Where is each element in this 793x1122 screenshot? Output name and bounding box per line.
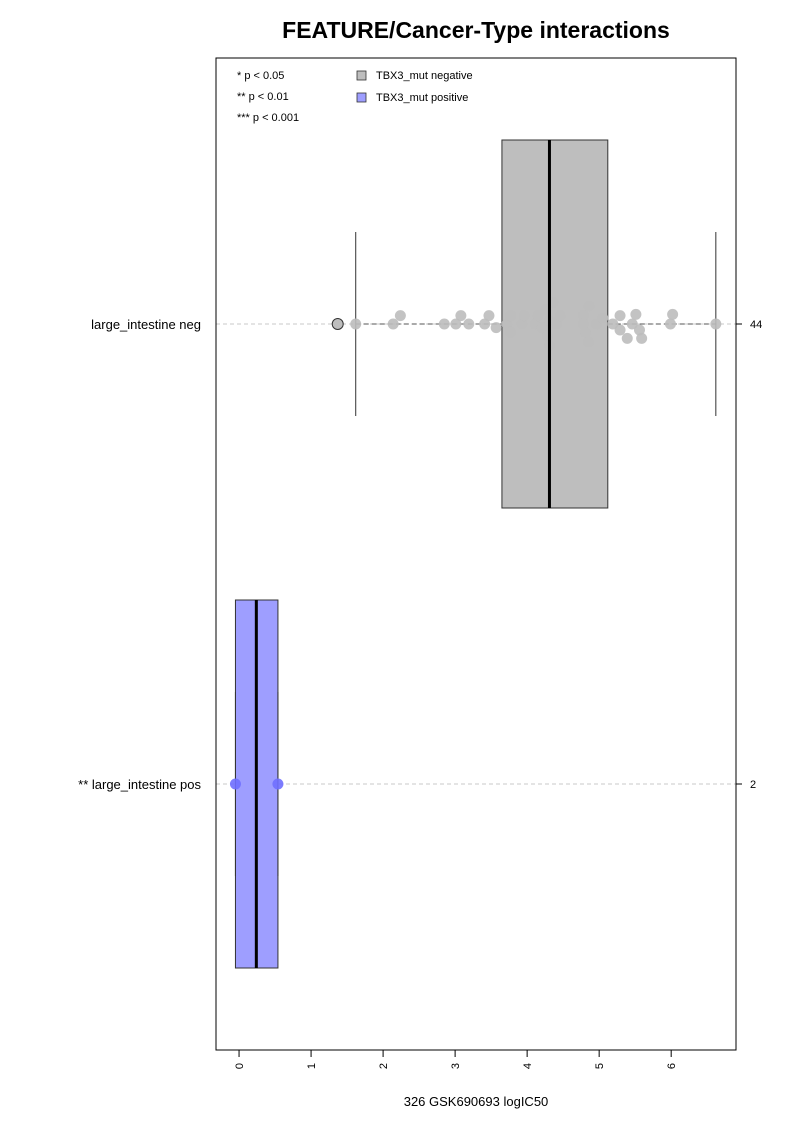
count-label: 44	[750, 319, 762, 331]
data-point	[463, 318, 475, 330]
data-point	[630, 308, 642, 320]
data-point	[541, 330, 553, 342]
data-point	[536, 322, 548, 334]
x-tick-label: 0	[234, 1063, 246, 1069]
data-point	[554, 310, 566, 322]
data-point	[505, 326, 517, 338]
category-label: ** large_intestine pos	[78, 777, 201, 792]
data-point	[633, 324, 645, 336]
data-point	[607, 318, 619, 330]
x-tick-label: 3	[450, 1063, 462, 1069]
plot-layer	[216, 139, 736, 969]
data-point	[455, 310, 467, 322]
data-point	[614, 310, 626, 322]
data-point	[501, 318, 513, 330]
count-label: 2	[750, 779, 756, 791]
data-point	[387, 318, 399, 330]
data-point	[551, 318, 563, 330]
data-point	[450, 318, 462, 330]
legend-label: TBX3_mut negative	[376, 70, 473, 82]
legend-label: TBX3_mut positive	[376, 92, 468, 104]
category-label: large_intestine neg	[91, 317, 201, 332]
data-point	[577, 310, 589, 322]
data-point	[614, 324, 626, 336]
data-point	[664, 318, 676, 330]
significance-legend-item: * p < 0.05	[237, 70, 284, 82]
x-tick-label: 2	[378, 1063, 390, 1069]
data-point	[518, 310, 530, 322]
x-tick-label: 4	[522, 1063, 534, 1069]
data-point	[272, 778, 284, 790]
data-point	[710, 318, 722, 330]
legend-swatch	[356, 70, 367, 81]
outlier-point	[331, 318, 344, 330]
data-point	[350, 318, 362, 330]
plot-frame	[215, 57, 737, 1051]
data-point	[438, 318, 450, 330]
x-tick-label: 5	[594, 1063, 606, 1069]
data-point	[626, 318, 638, 330]
data-point	[394, 310, 406, 322]
data-point	[479, 318, 491, 330]
data-point	[667, 308, 679, 320]
significance-legend-item: *** p < 0.001	[237, 112, 299, 124]
data-point	[579, 326, 591, 338]
legend: * p < 0.05 ** p < 0.01 *** p < 0.001 TBX3_m…	[237, 70, 473, 124]
data-point	[483, 310, 495, 322]
data-point	[532, 310, 544, 322]
x-tick-label: 6	[666, 1063, 678, 1069]
data-point	[621, 332, 633, 344]
data-point	[516, 318, 528, 330]
data-point	[577, 318, 589, 330]
legend-swatch	[356, 92, 367, 103]
data-point	[490, 322, 502, 334]
data-point	[583, 300, 595, 312]
data-point	[505, 310, 517, 322]
chart-title: FEATURE/Cancer-Type interactions	[282, 17, 670, 43]
data-point	[597, 312, 609, 324]
x-tick-label: 1	[306, 1063, 318, 1069]
data-point	[582, 336, 594, 348]
data-point	[636, 332, 648, 344]
x-axis-label: 326 GSK690693 logIC50	[404, 1094, 549, 1109]
data-point	[229, 778, 241, 790]
significance-legend-item: ** p < 0.01	[237, 91, 289, 103]
